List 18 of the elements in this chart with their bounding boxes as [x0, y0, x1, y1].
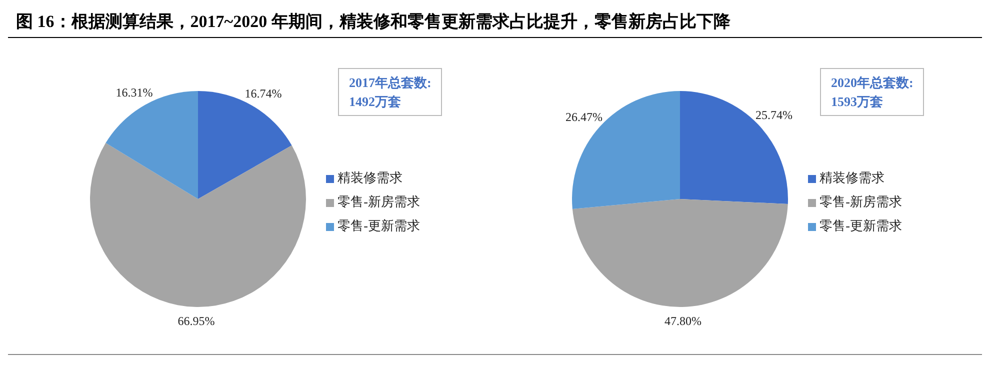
pie-slice [572, 199, 788, 307]
data-label: 16.74% [244, 86, 282, 100]
pie-slice [90, 142, 306, 307]
legend-label: 精装修需求 [820, 170, 885, 185]
data-label: 26.47% [565, 110, 602, 124]
data-label: 66.95% [178, 314, 215, 328]
data-label: 16.31% [116, 86, 153, 100]
legend-label: 精装修需求 [338, 170, 403, 185]
legend-label: 零售-新房需求 [338, 194, 420, 209]
text: 2020年总套数: 1593万套 [831, 75, 914, 109]
text: 2017年总套数: 1492万套 [349, 75, 432, 109]
data-label: 47.80% [664, 314, 702, 328]
legend-label: 零售-更新需求 [820, 218, 902, 233]
data-label: 25.74% [756, 108, 793, 122]
pie-slice [198, 91, 292, 199]
legend-label: 零售-新房需求 [820, 194, 902, 209]
chart-title: 图 16：根据测算结果，2017~2020 年期间，精装修和零售更新需求占比提升，零售新房占比下降 [8, 8, 982, 38]
legend-label: 零售-更新需求 [338, 218, 420, 233]
